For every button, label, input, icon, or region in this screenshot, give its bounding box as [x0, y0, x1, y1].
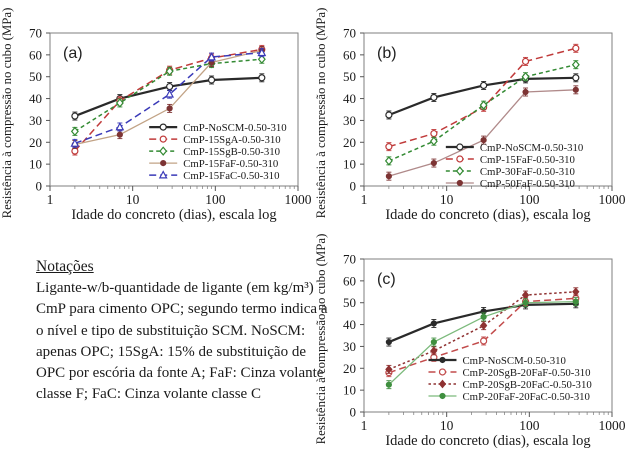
svg-text:CmP-20SgB-20FaC-0.50-310: CmP-20SgB-20FaC-0.50-310: [462, 379, 591, 391]
chart-c: 0 10 20 30 40 50 60 70 1 10 100 1000 Idade do concre…: [314, 234, 626, 449]
svg-text:70: 70: [343, 252, 356, 267]
svg-text:100: 100: [519, 192, 540, 207]
svg-text:60: 60: [29, 47, 42, 62]
svg-text:CmP-15FaC-0.50-310: CmP-15FaC-0.50-310: [183, 170, 279, 182]
svg-text:50: 50: [29, 69, 42, 84]
svg-text:10: 10: [29, 157, 42, 172]
svg-text:Resistência à compressão no cu: Resistência à compressão no cubo (MPa): [314, 234, 328, 445]
svg-text:CmP-NoSCM-0.50-310: CmP-NoSCM-0.50-310: [480, 142, 583, 154]
svg-text:10: 10: [440, 192, 454, 207]
svg-text:1000: 1000: [599, 192, 626, 207]
svg-text:(c): (c): [377, 271, 396, 288]
svg-text:40: 40: [343, 317, 356, 332]
svg-text:100: 100: [205, 192, 226, 207]
svg-text:30: 30: [29, 113, 42, 128]
svg-text:60: 60: [343, 47, 356, 62]
svg-text:50: 50: [343, 69, 356, 84]
svg-text:1000: 1000: [599, 418, 626, 433]
svg-text:CmP-20FaF-20FaC-0.50-310: CmP-20FaF-20FaC-0.50-310: [462, 391, 589, 403]
svg-text:CmP-15SgA-0.50-310: CmP-15SgA-0.50-310: [183, 134, 280, 146]
svg-text:20: 20: [29, 135, 42, 150]
svg-text:20: 20: [343, 361, 356, 376]
svg-text:60: 60: [343, 273, 356, 288]
svg-text:0: 0: [36, 179, 43, 194]
svg-text:CmP-15SgB-0.50-310: CmP-15SgB-0.50-310: [183, 146, 280, 158]
svg-text:CmP-50FaF-0.50-310: CmP-50FaF-0.50-310: [480, 178, 575, 190]
svg-text:100: 100: [519, 418, 540, 433]
svg-text:CmP-NoSCM-0.50-310: CmP-NoSCM-0.50-310: [183, 122, 286, 134]
svg-text:1: 1: [47, 192, 54, 207]
svg-text:40: 40: [29, 91, 42, 106]
svg-text:50: 50: [343, 295, 356, 310]
svg-text:10: 10: [440, 418, 454, 433]
svg-text:10: 10: [343, 383, 356, 398]
svg-text:CmP-15FaF-0.50-310: CmP-15FaF-0.50-310: [183, 158, 278, 170]
svg-text:10: 10: [126, 192, 140, 207]
svg-text:CmP-20SgB-20FaF-0.50-310: CmP-20SgB-20FaF-0.50-310: [462, 367, 590, 379]
svg-text:30: 30: [343, 113, 356, 128]
svg-text:1: 1: [361, 192, 368, 207]
svg-text:40: 40: [343, 91, 356, 106]
svg-text:1: 1: [361, 418, 368, 433]
svg-text:Resistência à compressão no cu: Resistência à compressão no cubo (MPa): [0, 8, 14, 219]
svg-text:(a): (a): [63, 45, 83, 62]
svg-text:CmP-30FaF-0.50-310: CmP-30FaF-0.50-310: [480, 166, 575, 178]
notes-title: Notações: [36, 258, 94, 275]
svg-text:CmP-15FaF-0.50-310: CmP-15FaF-0.50-310: [480, 154, 575, 166]
svg-text:70: 70: [29, 26, 42, 41]
svg-text:0: 0: [350, 179, 357, 194]
notes-panel: Notações Ligante-w/b-quantidade de ligan…: [36, 258, 336, 406]
chart-panel-a: 0 10 20 30 40 50 60 70 1 10 100 1000 Idade do concre…: [0, 0, 313, 226]
svg-text:30: 30: [343, 339, 356, 354]
svg-text:1000: 1000: [285, 192, 312, 207]
svg-text:CmP-NoSCM-0.50-310: CmP-NoSCM-0.50-310: [462, 355, 565, 367]
svg-text:70: 70: [343, 26, 356, 41]
svg-text:Resistência à compressão no cu: Resistência à compressão no cubo (MPa): [314, 8, 328, 219]
svg-text:20: 20: [343, 135, 356, 150]
svg-text:Idade do concreto (dias), esca: Idade do concreto (dias), escala log: [385, 207, 590, 223]
notes-line-2: CmP para cimento OPC; segundo termo indi…: [36, 301, 328, 403]
chart-panel-b: 0 10 20 30 40 50 60 70 1 10 100 1000 Idade do concre…: [314, 0, 627, 226]
chart-a: 0 10 20 30 40 50 60 70 1 10 100 1000 Idade do concre…: [0, 8, 312, 223]
svg-text:Idade do concreto (dias), esca: Idade do concreto (dias), escala log: [71, 207, 276, 223]
chart-b: 0 10 20 30 40 50 60 70 1 10 100 1000 Idade do concre…: [314, 8, 626, 223]
chart-panel-c: 0 10 20 30 40 50 60 70 1 10 100 1000 Idade do concre…: [314, 226, 627, 452]
notes-line-1: Ligante-w/b-quantidade de ligante (em kg…: [36, 280, 314, 296]
svg-text:(b): (b): [377, 45, 397, 62]
svg-text:10: 10: [343, 157, 356, 172]
svg-text:0: 0: [350, 405, 357, 420]
svg-text:Idade do concreto (dias), esca: Idade do concreto (dias), escala log: [385, 433, 590, 449]
